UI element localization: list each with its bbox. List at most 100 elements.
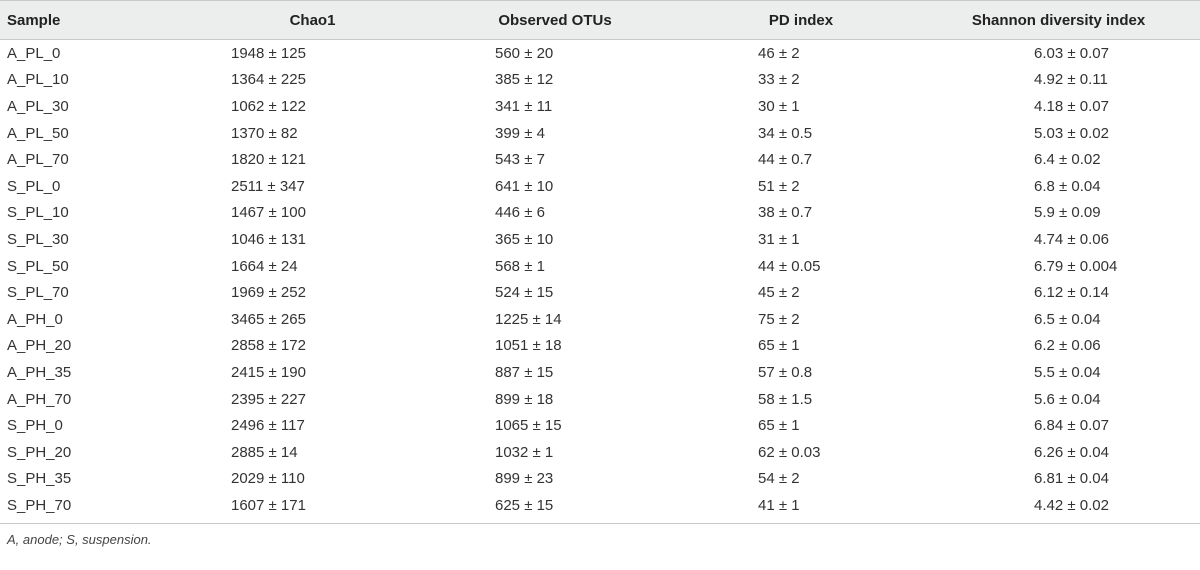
cell-sample: A_PH_70 <box>7 390 72 408</box>
cell-chao1: 3465 ± 265 <box>231 310 306 328</box>
cell-sample: A_PH_35 <box>7 363 72 381</box>
table-row: S_PH_0 2496 ± 117 1065 ± 15 65 ± 1 6.84 ± 0.… <box>0 412 1200 439</box>
header-observed-otus: Observed OTUs <box>498 11 612 29</box>
cell-pd-index: 41 ± 1 <box>685 492 917 524</box>
cell-pd-index: 31 ± 1 <box>758 230 800 248</box>
cell-observed-otus: 899 ± 18 <box>495 390 554 408</box>
cell-shannon-index: 6.2 ± 0.06 <box>1034 337 1101 355</box>
cell-observed-otus: 1065 ± 15 <box>495 417 562 435</box>
cell-observed-otus: 899 ± 23 <box>495 470 554 488</box>
header-row: Sample Chao1 Observed OTUs PD index Shan… <box>0 0 1200 40</box>
cell-chao1: 2511 ± 347 <box>231 177 305 195</box>
table-row: A_PH_70 2395 ± 227 899 ± 18 58 ± 1.5 5.6 ± 0… <box>0 386 1200 413</box>
cell-observed-otus: 641 ± 10 <box>495 177 554 195</box>
cell-pd-index: 65 ± 1 <box>758 417 800 435</box>
cell-chao1: 1607 ± 171 <box>200 492 425 524</box>
cell-chao1: 2858 ± 172 <box>231 337 306 355</box>
cell-pd-index: 45 ± 2 <box>758 284 800 302</box>
table-row: S_PH_20 2885 ± 14 1032 ± 1 62 ± 0.03 6.26 ± … <box>0 439 1200 466</box>
header-sample: Sample <box>7 11 61 29</box>
cell-observed-otus: 524 ± 15 <box>495 284 554 302</box>
cell-shannon-index: 6.03 ± 0.07 <box>1034 44 1109 62</box>
cell-observed-otus: 1225 ± 14 <box>495 310 562 328</box>
cell-chao1: 1467 ± 100 <box>231 204 306 222</box>
cell-pd-index: 30 ± 1 <box>758 97 800 115</box>
cell-pd-index: 62 ± 0.03 <box>758 443 821 461</box>
cell-observed-otus: 543 ± 7 <box>495 151 545 169</box>
header-shannon-index: Shannon diversity index <box>971 11 1146 29</box>
header-pd-index: PD index <box>768 11 834 29</box>
cell-sample: S_PH_20 <box>7 443 72 461</box>
table-row: A_PL_70 1820 ± 121 543 ± 7 44 ± 0.7 6.4 ± 0.… <box>0 146 1200 173</box>
cell-observed-otus: 1032 ± 1 <box>495 443 554 461</box>
cell-shannon-index: 6.79 ± 0.004 <box>1034 257 1118 275</box>
table-row: A_PH_0 3465 ± 265 1225 ± 14 75 ± 2 6.5 ± 0.0… <box>0 306 1200 333</box>
cell-observed-otus: 887 ± 15 <box>495 363 554 381</box>
cell-chao1: 1370 ± 82 <box>231 124 298 142</box>
cell-pd-index: 65 ± 1 <box>758 337 800 355</box>
cell-observed-otus: 446 ± 6 <box>495 204 545 222</box>
table-row: S_PL_50 1664 ± 24 568 ± 1 44 ± 0.05 6.79 ± 0… <box>0 253 1200 280</box>
cell-pd-index: 58 ± 1.5 <box>758 390 813 408</box>
cell-observed-otus: 341 ± 11 <box>495 97 553 115</box>
cell-observed-otus: 1051 ± 18 <box>495 337 562 355</box>
cell-pd-index: 38 ± 0.7 <box>758 204 813 222</box>
cell-shannon-index: 6.84 ± 0.07 <box>1034 417 1109 435</box>
cell-chao1: 1046 ± 131 <box>231 230 306 248</box>
header-chao1: Chao1 <box>289 11 336 29</box>
cell-shannon-index: 5.9 ± 0.09 <box>1034 204 1101 222</box>
cell-chao1: 1948 ± 125 <box>231 44 306 62</box>
cell-chao1: 1969 ± 252 <box>231 284 306 302</box>
diversity-table-container: Sample Chao1 Observed OTUs PD index Shan… <box>0 0 1200 547</box>
cell-shannon-index: 4.42 ± 0.02 <box>917 492 1200 524</box>
cell-shannon-index: 4.18 ± 0.07 <box>1034 97 1109 115</box>
cell-pd-index: 44 ± 0.7 <box>758 151 813 169</box>
cell-shannon-index: 6.5 ± 0.04 <box>1034 310 1101 328</box>
cell-shannon-index: 4.92 ± 0.11 <box>1034 71 1108 89</box>
table-row: S_PL_0 2511 ± 347 641 ± 10 51 ± 2 6.8 ± 0.04 <box>0 173 1200 200</box>
cell-sample: A_PL_30 <box>7 97 69 115</box>
cell-pd-index: 34 ± 0.5 <box>758 124 813 142</box>
cell-sample: A_PL_70 <box>7 151 69 169</box>
cell-sample: A_PL_0 <box>7 44 61 62</box>
cell-shannon-index: 5.03 ± 0.02 <box>1034 124 1109 142</box>
table-row: S_PH_35 2029 ± 110 899 ± 23 54 ± 2 6.81 ± 0.… <box>0 466 1200 493</box>
table-row: S_PL_30 1046 ± 131 365 ± 10 31 ± 1 4.74 ± 0.… <box>0 226 1200 253</box>
cell-pd-index: 46 ± 2 <box>758 44 800 62</box>
table-row: A_PL_0 1948 ± 125 560 ± 20 46 ± 2 6.03 ± 0.0… <box>0 40 1200 67</box>
cell-pd-index: 44 ± 0.05 <box>758 257 821 275</box>
table-body: A_PL_0 1948 ± 125 560 ± 20 46 ± 2 6.03 ± 0.0… <box>0 40 1200 524</box>
cell-sample: A_PH_20 <box>7 337 72 355</box>
cell-observed-otus: 625 ± 15 <box>425 492 685 524</box>
table-row: S_PL_10 1467 ± 100 446 ± 6 38 ± 0.7 5.9 ± 0.… <box>0 200 1200 227</box>
cell-sample: S_PH_0 <box>7 417 63 435</box>
cell-pd-index: 51 ± 2 <box>758 177 800 195</box>
cell-shannon-index: 6.12 ± 0.14 <box>1034 284 1109 302</box>
cell-shannon-index: 6.26 ± 0.04 <box>1034 443 1109 461</box>
cell-sample: S_PL_10 <box>7 204 69 222</box>
cell-sample: S_PH_35 <box>7 470 72 488</box>
cell-sample: A_PL_10 <box>7 71 69 89</box>
cell-shannon-index: 6.8 ± 0.04 <box>1034 177 1101 195</box>
cell-shannon-index: 5.6 ± 0.04 <box>1034 390 1101 408</box>
cell-sample: S_PL_70 <box>7 284 69 302</box>
cell-observed-otus: 365 ± 10 <box>495 230 554 248</box>
cell-shannon-index: 6.81 ± 0.04 <box>1034 470 1109 488</box>
cell-observed-otus: 385 ± 12 <box>495 71 554 89</box>
table-row: A_PL_10 1364 ± 225 385 ± 12 33 ± 2 4.92 ± 0.… <box>0 67 1200 94</box>
cell-observed-otus: 399 ± 4 <box>495 124 545 142</box>
cell-sample: S_PL_0 <box>7 177 61 195</box>
cell-shannon-index: 6.4 ± 0.02 <box>1034 151 1101 169</box>
cell-sample: A_PH_0 <box>7 310 63 328</box>
cell-chao1: 1364 ± 225 <box>231 71 306 89</box>
cell-pd-index: 33 ± 2 <box>758 71 800 89</box>
cell-sample: S_PL_50 <box>7 257 69 275</box>
cell-sample: S_PH_70 <box>0 492 200 524</box>
cell-pd-index: 75 ± 2 <box>758 310 800 328</box>
cell-sample: A_PL_50 <box>7 124 69 142</box>
cell-observed-otus: 560 ± 20 <box>495 44 554 62</box>
table-row: S_PH_70 1607 ± 171 625 ± 15 41 ± 1 4.42 ± 0.… <box>0 492 1200 524</box>
cell-pd-index: 57 ± 0.8 <box>758 363 813 381</box>
table-footnote: A, anode; S, suspension. <box>7 531 152 547</box>
cell-shannon-index: 4.74 ± 0.06 <box>1034 230 1109 248</box>
